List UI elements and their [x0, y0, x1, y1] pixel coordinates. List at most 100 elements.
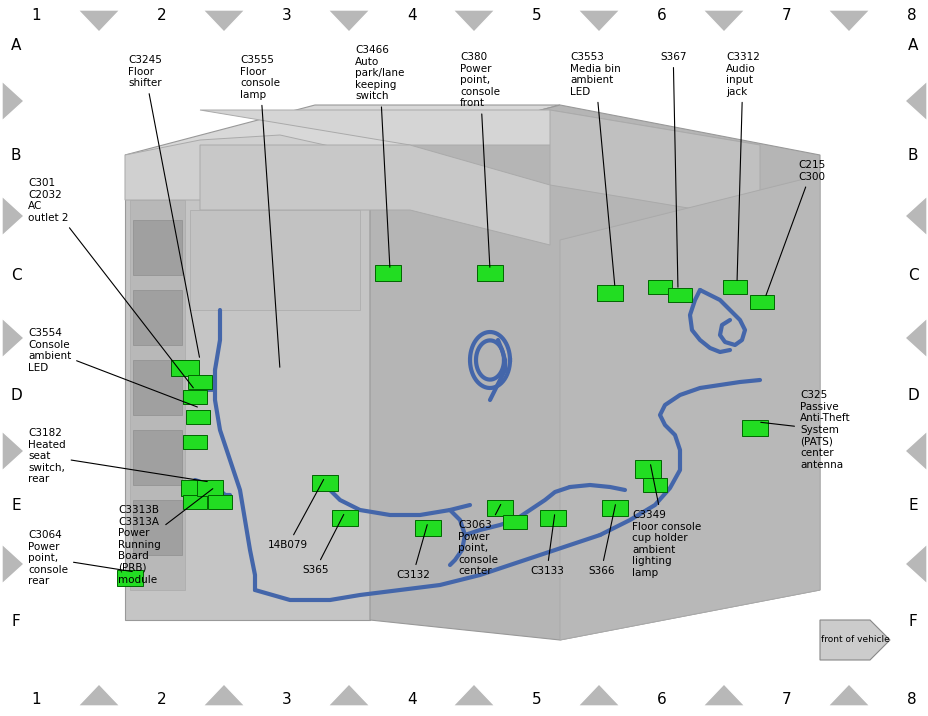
Text: 1: 1 [32, 692, 41, 707]
Bar [642, 478, 666, 492]
Polygon shape [2, 318, 24, 358]
Bar [331, 510, 357, 526]
Text: 8: 8 [907, 9, 916, 24]
Text: C3313B
C3313A
Power
Running
Board
(PRB)
module: C3313B C3313A Power Running Board (PRB) … [118, 489, 213, 584]
Polygon shape [133, 360, 182, 415]
Polygon shape [577, 684, 619, 706]
Polygon shape [328, 10, 369, 32]
Polygon shape [78, 10, 120, 32]
Polygon shape [453, 684, 495, 706]
Text: C3064
Power
point,
console
rear: C3064 Power point, console rear [28, 530, 132, 586]
Bar [539, 510, 565, 526]
Polygon shape [133, 500, 182, 555]
Polygon shape [200, 145, 549, 245]
Polygon shape [133, 430, 182, 485]
Bar [502, 515, 526, 529]
Text: F: F [908, 614, 916, 629]
Text: S366: S366 [587, 505, 614, 576]
Text: C: C [907, 268, 917, 284]
Bar [183, 495, 207, 509]
Polygon shape [702, 10, 744, 32]
Text: D: D [10, 389, 22, 404]
Text: B: B [907, 148, 917, 163]
Bar [476, 265, 502, 281]
Bar [171, 360, 199, 376]
Text: 5: 5 [532, 692, 541, 707]
Text: C3132: C3132 [395, 525, 430, 580]
Text: A: A [907, 39, 917, 54]
Text: 5: 5 [532, 9, 541, 24]
Text: B: B [11, 148, 21, 163]
Bar [597, 285, 623, 301]
Polygon shape [200, 110, 759, 145]
Bar [635, 460, 661, 478]
Polygon shape [904, 431, 926, 471]
Text: C3555
Floor
console
lamp: C3555 Floor console lamp [239, 55, 279, 367]
Polygon shape [203, 10, 245, 32]
Polygon shape [904, 196, 926, 236]
Text: C3063
Power
point,
console
center: C3063 Power point, console center [458, 505, 500, 576]
Bar [312, 475, 338, 491]
Bar [486, 500, 512, 516]
Text: 4: 4 [406, 9, 417, 24]
Polygon shape [125, 105, 560, 155]
Text: E: E [908, 498, 917, 513]
Bar [648, 280, 671, 294]
Text: 8: 8 [907, 692, 916, 707]
Polygon shape [577, 10, 619, 32]
Text: F: F [12, 614, 20, 629]
Polygon shape [2, 431, 24, 471]
Text: D: D [906, 389, 918, 404]
Polygon shape [190, 210, 360, 310]
Polygon shape [130, 200, 185, 590]
Text: 7: 7 [781, 692, 791, 707]
Polygon shape [125, 135, 369, 200]
Bar [186, 410, 210, 424]
Polygon shape [904, 81, 926, 121]
Bar [741, 420, 767, 436]
Text: E: E [11, 498, 20, 513]
Polygon shape [125, 155, 369, 620]
Text: 7: 7 [781, 9, 791, 24]
Text: C325
Passive
Anti-Theft
System
(PATS)
center
antenna: C325 Passive Anti-Theft System (PATS) ce… [760, 390, 850, 470]
Polygon shape [369, 105, 819, 640]
Polygon shape [2, 544, 24, 584]
Polygon shape [904, 318, 926, 358]
Bar [117, 570, 143, 586]
Bar [667, 288, 691, 302]
Text: C3553
Media bin
ambient
LED: C3553 Media bin ambient LED [570, 52, 620, 285]
Bar [187, 375, 212, 389]
Bar [415, 520, 441, 536]
Polygon shape [328, 684, 369, 706]
Polygon shape [904, 544, 926, 584]
Polygon shape [133, 290, 182, 345]
Polygon shape [203, 684, 245, 706]
Polygon shape [549, 110, 759, 220]
Bar [183, 435, 207, 449]
Bar [208, 495, 232, 509]
Text: C3554
Console
ambient
LED: C3554 Console ambient LED [28, 328, 197, 407]
Text: C3245
Floor
shifter: C3245 Floor shifter [128, 55, 200, 357]
Text: 6: 6 [656, 692, 666, 707]
Text: C3182
Heated
seat
switch,
rear: C3182 Heated seat switch, rear [28, 428, 207, 485]
Polygon shape [78, 684, 120, 706]
Text: C301
C2032
AC
outlet 2: C301 C2032 AC outlet 2 [28, 178, 193, 388]
Text: S367: S367 [659, 52, 686, 287]
Text: 2: 2 [157, 9, 167, 24]
Text: C: C [11, 268, 21, 284]
Text: A: A [11, 39, 21, 54]
Polygon shape [560, 175, 819, 640]
Bar [375, 265, 401, 281]
Polygon shape [2, 81, 24, 121]
Text: C3349
Floor console
cup holder
ambient
lighting
lamp: C3349 Floor console cup holder ambient l… [631, 465, 701, 578]
Text: 2: 2 [157, 692, 167, 707]
Polygon shape [819, 620, 889, 660]
Bar [181, 480, 209, 496]
Text: 1: 1 [32, 9, 41, 24]
Text: 3: 3 [282, 9, 291, 24]
Text: 6: 6 [656, 9, 666, 24]
Text: C3466
Auto
park/lane
keeping
switch: C3466 Auto park/lane keeping switch [354, 45, 404, 267]
Bar [722, 280, 746, 294]
Bar [749, 295, 773, 309]
Text: 4: 4 [406, 692, 417, 707]
